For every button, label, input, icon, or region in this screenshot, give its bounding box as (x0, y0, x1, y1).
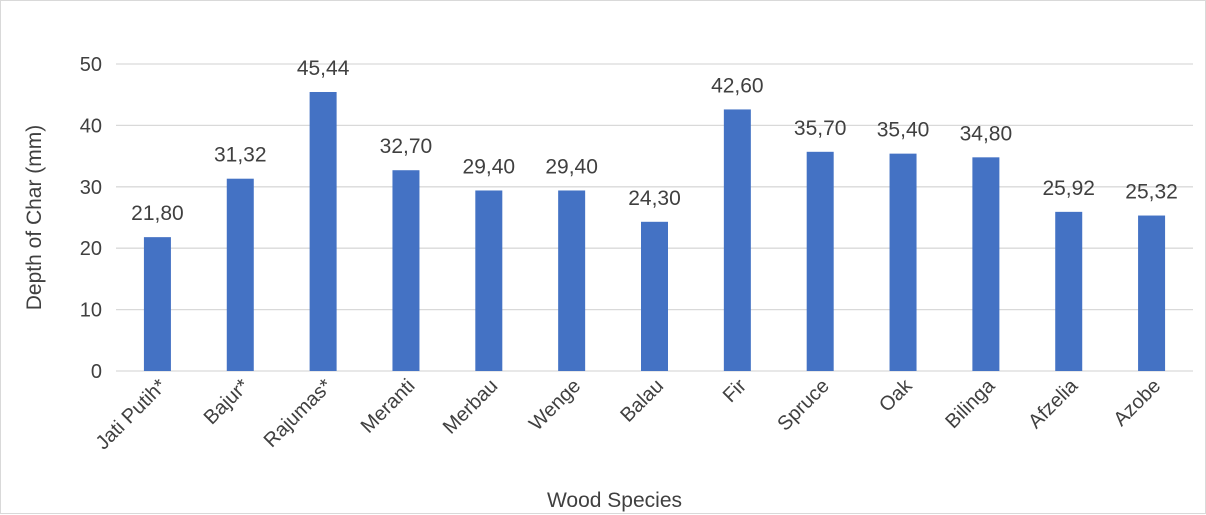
data-label: 21,80 (131, 202, 184, 225)
x-tick-label: Wenge (525, 375, 585, 435)
bar (1055, 211, 1083, 371)
bar (143, 237, 171, 371)
data-label: 29,40 (545, 155, 598, 178)
y-tick-label: 0 (91, 361, 102, 383)
x-tick-label: Bilinga (941, 374, 1000, 433)
data-label: 31,32 (214, 144, 267, 167)
bar (226, 178, 254, 371)
x-tick-labels: Jati Putih* Bajur* Rajumas* Meranti Merbau We… (92, 374, 1165, 454)
data-labels: 21,80 31,32 45,44 32,70 29,40 29,40 24,30 42,60… (131, 57, 1178, 225)
y-tick-label: 40 (80, 115, 102, 137)
x-tick-label: Meranti (357, 375, 420, 438)
y-tick-label: 10 (80, 300, 102, 322)
data-label: 35,40 (877, 119, 930, 142)
bar (309, 91, 337, 371)
data-label: 24,30 (628, 187, 681, 210)
x-tick-label: Oak (875, 374, 917, 416)
x-tick-label: Bajur* (200, 375, 254, 429)
data-label: 25,92 (1042, 177, 1095, 200)
bar (889, 153, 917, 371)
y-tick-labels: 0 10 20 30 40 50 (80, 54, 102, 383)
x-axis-title: Wood Species (547, 489, 682, 512)
data-label: 45,44 (297, 57, 350, 80)
y-tick-label: 20 (80, 238, 102, 260)
data-label: 35,70 (794, 117, 847, 140)
bar (723, 109, 751, 371)
x-tick-label: Balau (616, 375, 668, 427)
data-label: 25,32 (1125, 181, 1178, 204)
x-tick-label: Merbau (439, 375, 503, 439)
data-label: 32,70 (380, 135, 433, 158)
bar (1138, 215, 1166, 371)
bar (475, 190, 503, 371)
bar (972, 157, 1000, 371)
data-label: 29,40 (463, 155, 516, 178)
bar (558, 190, 586, 371)
x-tick-label: Fir (719, 375, 751, 407)
bars (143, 91, 1166, 371)
y-tick-label: 30 (80, 177, 102, 199)
x-tick-label: Spruce (773, 375, 833, 435)
bar (392, 170, 420, 371)
x-tick-label: Rajumas* (260, 375, 337, 452)
x-tick-label: Afzelia (1024, 374, 1083, 433)
bar (806, 151, 834, 371)
y-tick-label: 50 (80, 54, 102, 76)
bar (641, 221, 668, 371)
data-label: 34,80 (960, 122, 1013, 145)
data-label: 42,60 (711, 74, 764, 97)
x-tick-label: Azobe (1109, 375, 1165, 431)
x-tick-label: Jati Putih* (92, 375, 171, 454)
y-axis-title: Depth of Char (mm) (23, 125, 46, 311)
